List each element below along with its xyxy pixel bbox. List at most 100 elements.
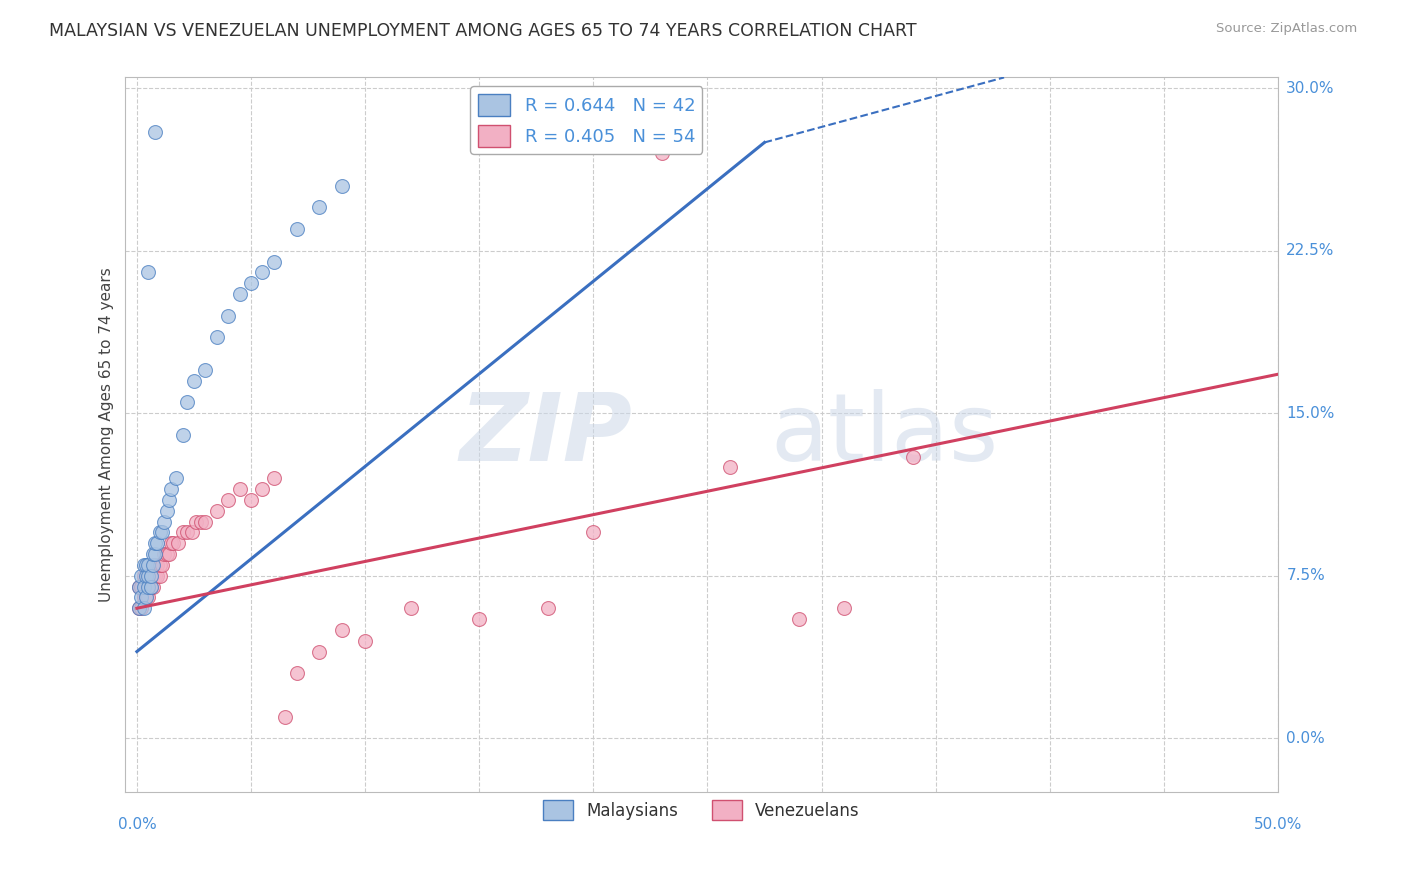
Point bbox=[901, 450, 924, 464]
Point bbox=[136, 591, 159, 605]
Point bbox=[194, 515, 217, 529]
Point bbox=[139, 568, 162, 582]
Point bbox=[240, 492, 263, 507]
Point bbox=[160, 536, 183, 550]
Point bbox=[787, 612, 810, 626]
Point bbox=[160, 482, 183, 496]
Point bbox=[135, 591, 157, 605]
Point bbox=[834, 601, 856, 615]
Point bbox=[146, 536, 169, 550]
Point bbox=[205, 504, 228, 518]
Point bbox=[143, 536, 166, 550]
Point bbox=[143, 125, 166, 139]
Point bbox=[132, 601, 155, 615]
Point bbox=[143, 547, 166, 561]
Text: 15.0%: 15.0% bbox=[1286, 406, 1334, 421]
Point bbox=[651, 146, 673, 161]
Point bbox=[176, 395, 198, 409]
Point bbox=[149, 525, 172, 540]
Point bbox=[153, 515, 176, 529]
Point bbox=[190, 515, 212, 529]
Point bbox=[263, 471, 285, 485]
Point bbox=[162, 536, 184, 550]
Text: 30.0%: 30.0% bbox=[1286, 81, 1334, 95]
Point bbox=[582, 525, 605, 540]
Point bbox=[537, 601, 560, 615]
Point bbox=[194, 363, 217, 377]
Point bbox=[217, 309, 239, 323]
Point bbox=[354, 633, 377, 648]
Point bbox=[135, 591, 157, 605]
Point bbox=[157, 492, 180, 507]
Point bbox=[131, 591, 153, 605]
Text: Source: ZipAtlas.com: Source: ZipAtlas.com bbox=[1216, 22, 1357, 36]
Point bbox=[157, 547, 180, 561]
Point bbox=[142, 558, 165, 572]
Point bbox=[150, 525, 173, 540]
Point bbox=[142, 547, 165, 561]
Text: ZIP: ZIP bbox=[460, 389, 633, 481]
Point bbox=[718, 460, 741, 475]
Point bbox=[252, 265, 274, 279]
Point bbox=[136, 558, 159, 572]
Point bbox=[330, 178, 353, 193]
Point bbox=[228, 482, 250, 496]
Point bbox=[172, 525, 194, 540]
Point bbox=[274, 709, 297, 723]
Point bbox=[128, 580, 150, 594]
Point bbox=[153, 547, 176, 561]
Point bbox=[468, 612, 491, 626]
Point bbox=[167, 536, 190, 550]
Text: 0.0%: 0.0% bbox=[118, 817, 156, 832]
Y-axis label: Unemployment Among Ages 65 to 74 years: Unemployment Among Ages 65 to 74 years bbox=[100, 268, 114, 602]
Point bbox=[172, 428, 194, 442]
Point bbox=[132, 558, 155, 572]
Point bbox=[217, 492, 239, 507]
Point bbox=[155, 547, 177, 561]
Point bbox=[136, 265, 159, 279]
Text: 0.0%: 0.0% bbox=[1286, 731, 1324, 746]
Point bbox=[132, 580, 155, 594]
Point bbox=[150, 558, 173, 572]
Point bbox=[142, 568, 165, 582]
Point bbox=[131, 580, 153, 594]
Point bbox=[146, 558, 169, 572]
Point bbox=[399, 601, 422, 615]
Point bbox=[128, 580, 150, 594]
Point bbox=[128, 601, 150, 615]
Point bbox=[135, 568, 157, 582]
Point bbox=[205, 330, 228, 344]
Text: 7.5%: 7.5% bbox=[1286, 568, 1324, 583]
Point bbox=[135, 558, 157, 572]
Point bbox=[149, 568, 172, 582]
Point bbox=[136, 580, 159, 594]
Point bbox=[149, 558, 172, 572]
Point bbox=[228, 287, 250, 301]
Point bbox=[128, 601, 150, 615]
Point bbox=[136, 568, 159, 582]
Text: 50.0%: 50.0% bbox=[1254, 817, 1302, 832]
Point bbox=[252, 482, 274, 496]
Point bbox=[308, 201, 330, 215]
Point bbox=[139, 568, 162, 582]
Point bbox=[143, 558, 166, 572]
Text: MALAYSIAN VS VENEZUELAN UNEMPLOYMENT AMONG AGES 65 TO 74 YEARS CORRELATION CHART: MALAYSIAN VS VENEZUELAN UNEMPLOYMENT AMO… bbox=[49, 22, 917, 40]
Point bbox=[143, 568, 166, 582]
Point bbox=[155, 504, 177, 518]
Point bbox=[136, 580, 159, 594]
Point bbox=[139, 580, 162, 594]
Point bbox=[180, 525, 202, 540]
Point bbox=[240, 277, 263, 291]
Legend: Malaysians, Venezuelans: Malaysians, Venezuelans bbox=[537, 793, 866, 827]
Point bbox=[136, 568, 159, 582]
Point bbox=[183, 374, 205, 388]
Point bbox=[330, 623, 353, 637]
Point bbox=[135, 580, 157, 594]
Point bbox=[165, 471, 187, 485]
Point bbox=[132, 568, 155, 582]
Text: atlas: atlas bbox=[770, 389, 1000, 481]
Point bbox=[139, 580, 162, 594]
Point bbox=[142, 580, 165, 594]
Point bbox=[176, 525, 198, 540]
Point bbox=[263, 254, 285, 268]
